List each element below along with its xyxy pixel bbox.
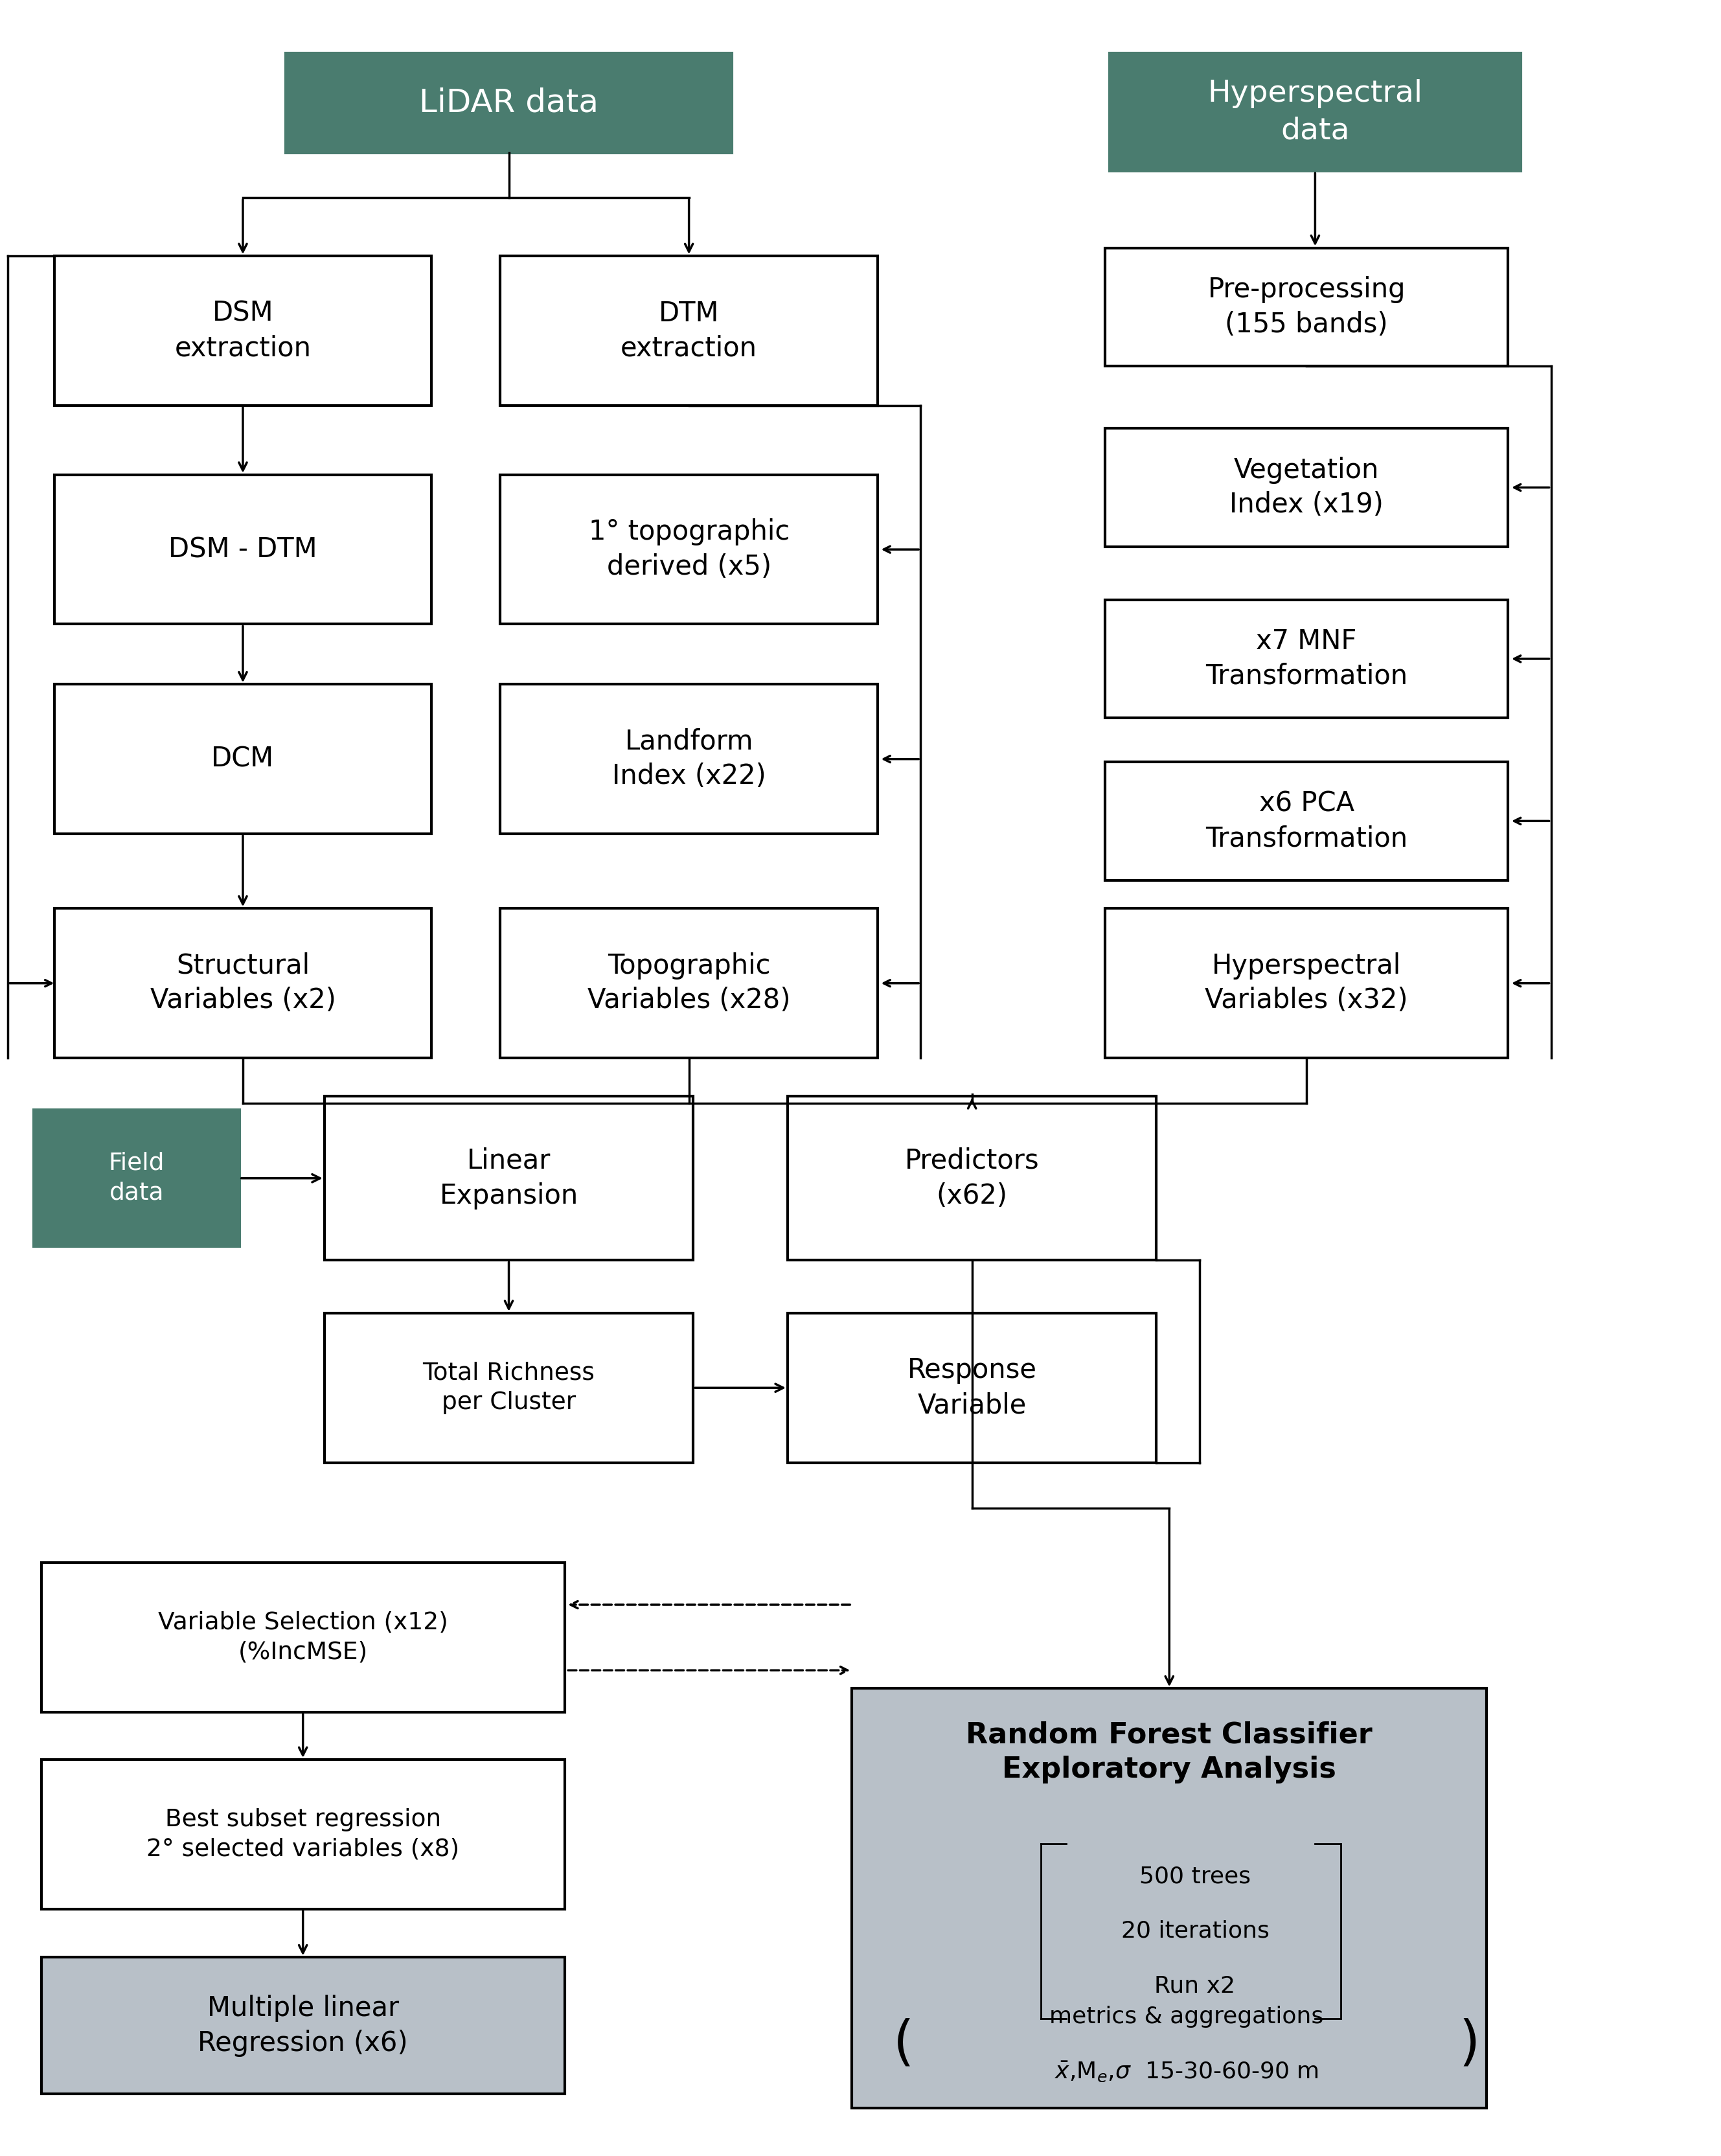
Text: 500 trees: 500 trees [1139,1865,1251,1886]
Text: Field
data: Field data [108,1151,165,1205]
Text: Pre-processing
(155 bands): Pre-processing (155 bands) [1208,276,1406,338]
FancyBboxPatch shape [788,1313,1157,1462]
Text: DSM - DTM: DSM - DTM [169,537,317,563]
Text: Predictors
(x62): Predictors (x62) [905,1147,1039,1210]
Text: metrics & aggregations: metrics & aggregations [1050,2005,1323,2027]
Text: 1° topographic
derived (x5): 1° topographic derived (x5) [589,517,790,580]
FancyBboxPatch shape [1110,52,1521,170]
FancyBboxPatch shape [1105,761,1508,880]
Text: ): ) [1459,2018,1480,2070]
FancyBboxPatch shape [501,683,878,834]
Text: Multiple linear
Regression (x6): Multiple linear Regression (x6) [198,1994,408,2057]
Text: DSM
extraction: DSM extraction [174,300,312,362]
FancyBboxPatch shape [53,474,432,625]
FancyBboxPatch shape [34,1110,239,1246]
Text: x6 PCA
Transformation: x6 PCA Transformation [1205,789,1408,852]
FancyBboxPatch shape [53,683,432,834]
Text: Landform
Index (x22): Landform Index (x22) [613,729,766,789]
Text: Topographic
Variables (x28): Topographic Variables (x28) [587,953,790,1013]
Text: Run x2: Run x2 [1155,1975,1236,1996]
Text: Response
Variable: Response Variable [907,1356,1036,1419]
Text: Random Forest Classifier
Exploratory Analysis: Random Forest Classifier Exploratory Ana… [965,1720,1373,1783]
Text: Best subset regression
2° selected variables (x8): Best subset regression 2° selected varia… [146,1809,460,1861]
FancyBboxPatch shape [41,1563,564,1712]
FancyBboxPatch shape [788,1095,1157,1261]
FancyBboxPatch shape [1105,429,1508,548]
Text: 20 iterations: 20 iterations [1120,1921,1268,1943]
FancyBboxPatch shape [1105,599,1508,718]
Text: LiDAR data: LiDAR data [420,88,599,119]
Text: (: ( [893,2018,914,2070]
FancyBboxPatch shape [286,52,731,153]
Text: Structural
Variables (x2): Structural Variables (x2) [150,953,336,1013]
FancyBboxPatch shape [852,1688,1487,2109]
FancyBboxPatch shape [501,474,878,625]
Text: Hyperspectral
Variables (x32): Hyperspectral Variables (x32) [1205,953,1408,1013]
FancyBboxPatch shape [324,1095,694,1261]
Text: Variable Selection (x12)
(%IncMSE): Variable Selection (x12) (%IncMSE) [158,1611,447,1664]
FancyBboxPatch shape [53,908,432,1059]
FancyBboxPatch shape [501,257,878,405]
Text: Linear
Expansion: Linear Expansion [439,1147,578,1210]
Text: Total Richness
per Cluster: Total Richness per Cluster [423,1360,595,1414]
Text: DTM
extraction: DTM extraction [621,300,757,362]
FancyBboxPatch shape [1105,248,1508,367]
Text: DCM: DCM [212,746,274,772]
Text: x7 MNF
Transformation: x7 MNF Transformation [1205,627,1408,690]
FancyBboxPatch shape [1105,908,1508,1059]
Text: Vegetation
Index (x19): Vegetation Index (x19) [1229,457,1384,517]
Text: Hyperspectral
data: Hyperspectral data [1208,80,1423,144]
FancyBboxPatch shape [41,1958,564,2093]
FancyBboxPatch shape [324,1313,694,1462]
FancyBboxPatch shape [41,1759,564,1908]
FancyBboxPatch shape [53,257,432,405]
Text: $\bar{x}$,M$_e$,$\sigma$  15-30-60-90 m: $\bar{x}$,M$_e$,$\sigma$ 15-30-60-90 m [1055,2059,1318,2083]
FancyBboxPatch shape [501,908,878,1059]
